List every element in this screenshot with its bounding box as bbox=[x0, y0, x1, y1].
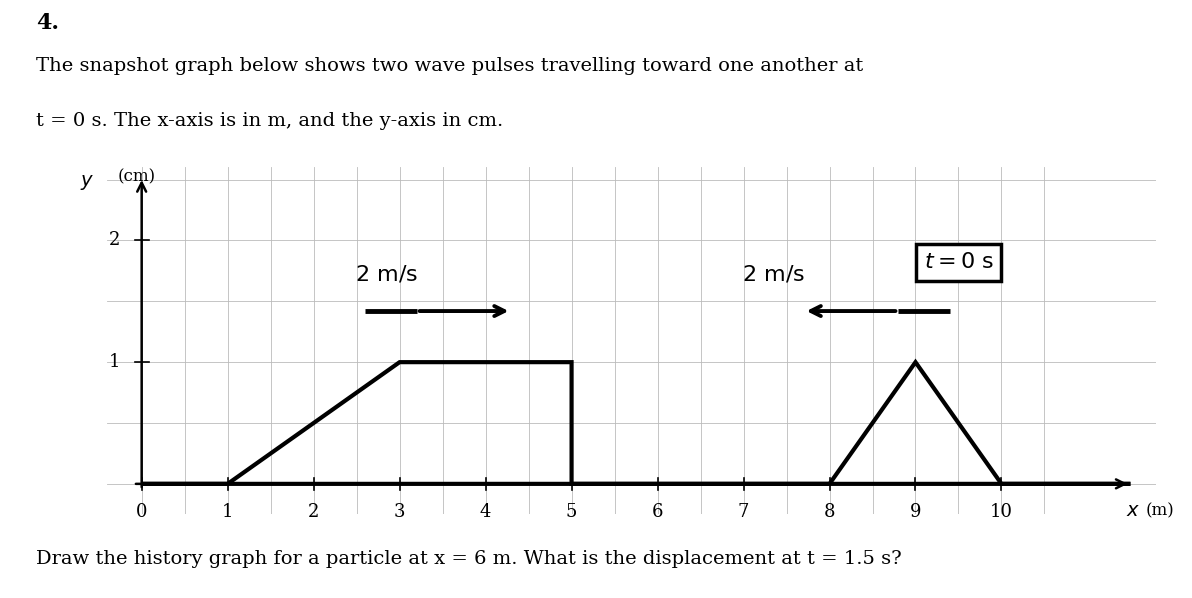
Text: The snapshot graph below shows two wave pulses travelling toward one another at: The snapshot graph below shows two wave … bbox=[36, 57, 863, 75]
Text: 3: 3 bbox=[393, 504, 405, 521]
Text: $2\ \mathrm{m/s}$: $2\ \mathrm{m/s}$ bbox=[355, 264, 418, 285]
Text: 9: 9 bbox=[909, 504, 921, 521]
Text: $2\ \mathrm{m/s}$: $2\ \mathrm{m/s}$ bbox=[743, 264, 805, 285]
Text: Draw the history graph for a particle at x = 6 m. What is the displacement at t : Draw the history graph for a particle at… bbox=[36, 550, 901, 568]
Text: $y$: $y$ bbox=[80, 173, 94, 191]
Text: $x$: $x$ bbox=[1126, 502, 1141, 520]
Text: 2: 2 bbox=[108, 231, 120, 249]
Text: 4.: 4. bbox=[36, 12, 58, 34]
Text: t = 0 s. The x-axis is in m, and the y-axis in cm.: t = 0 s. The x-axis is in m, and the y-a… bbox=[36, 112, 503, 130]
Text: 6: 6 bbox=[652, 504, 663, 521]
Text: 2: 2 bbox=[308, 504, 319, 521]
Text: 1: 1 bbox=[222, 504, 234, 521]
Text: 10: 10 bbox=[991, 504, 1013, 521]
Text: $t = 0\ \mathrm{s}$: $t = 0\ \mathrm{s}$ bbox=[924, 251, 993, 273]
Text: (m): (m) bbox=[1146, 502, 1174, 519]
Text: 1: 1 bbox=[108, 353, 120, 371]
Text: 5: 5 bbox=[566, 504, 577, 521]
Text: 8: 8 bbox=[824, 504, 836, 521]
Text: 0: 0 bbox=[136, 504, 148, 521]
Text: 7: 7 bbox=[738, 504, 750, 521]
Text: (cm): (cm) bbox=[118, 169, 156, 185]
Text: 4: 4 bbox=[480, 504, 491, 521]
